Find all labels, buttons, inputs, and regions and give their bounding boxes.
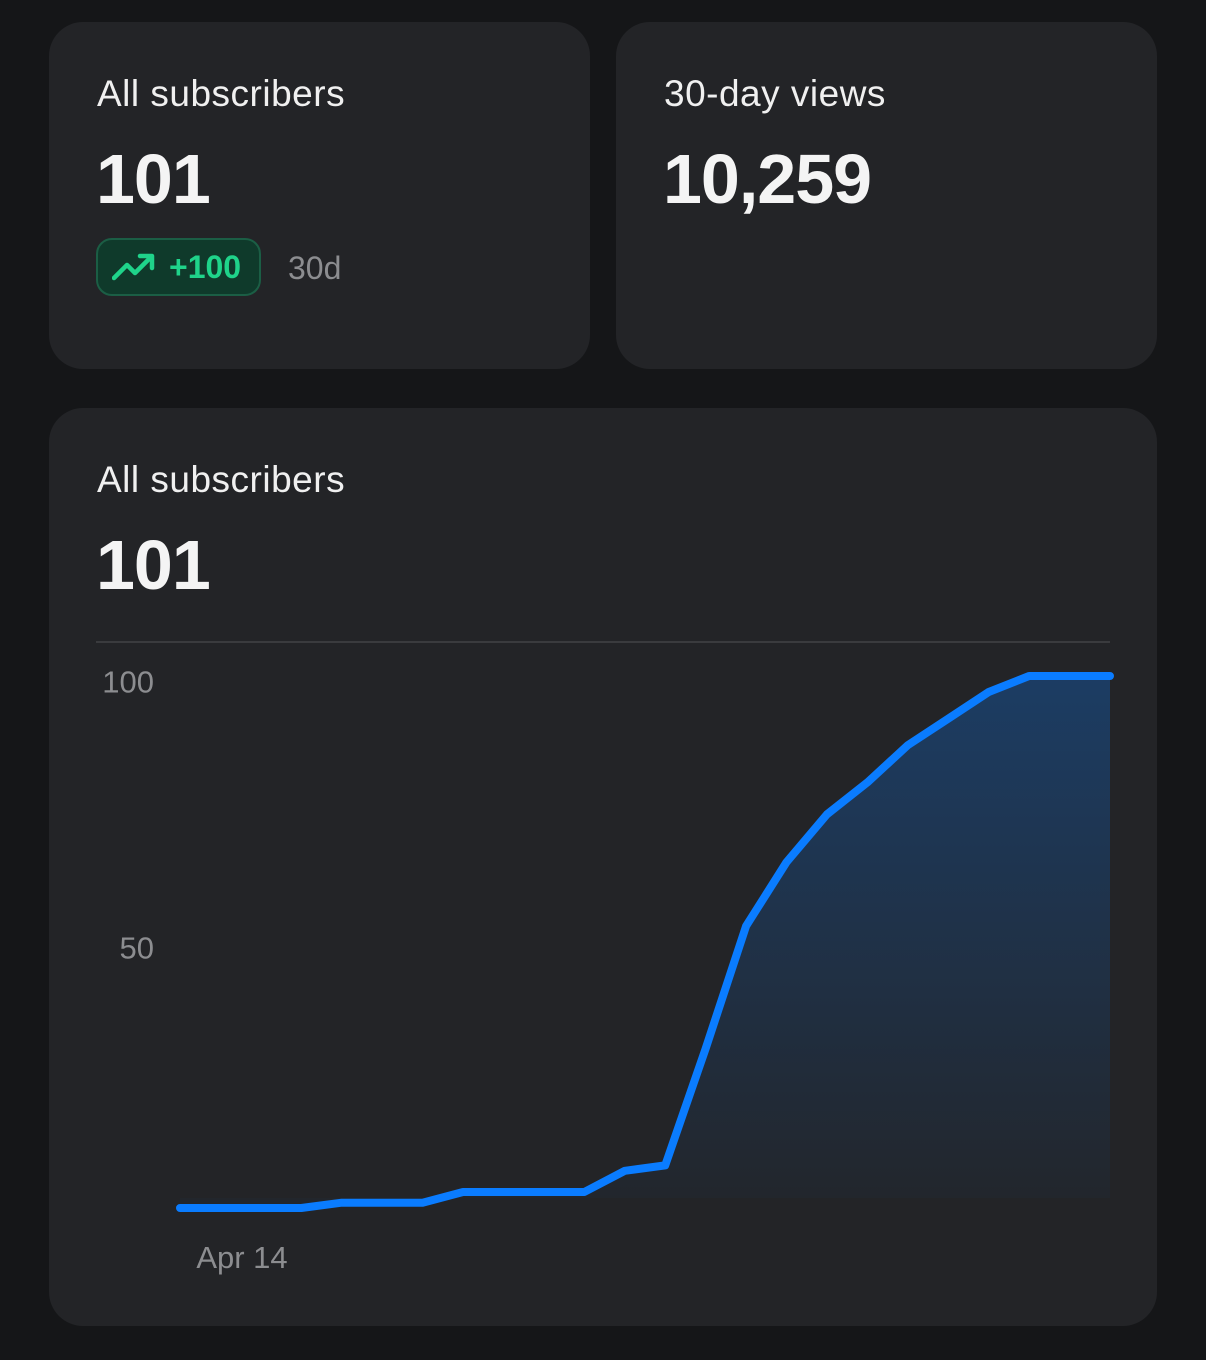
chart-card-label: All subscribers — [97, 459, 346, 500]
views-card-label: 30-day views — [664, 73, 886, 114]
subscribers-change-badge: +100 — [96, 238, 261, 296]
views-card-value: 10,259 — [663, 140, 872, 218]
y-tick-label: 50 — [120, 930, 154, 965]
subscribers-card[interactable]: All subscribers 101 +100 30d — [49, 22, 590, 369]
subscribers-card-value: 101 — [96, 140, 211, 218]
y-tick-label: 100 — [102, 664, 154, 699]
chart-card-value: 101 — [96, 526, 211, 604]
chart-series-line — [176, 672, 1114, 1212]
subscribers-chart-card: All subscribers 101 50 100 Apr 14 — [49, 408, 1157, 1326]
subscribers-change-period: 30d — [288, 250, 342, 286]
chart-area-fill — [180, 676, 1110, 1208]
views-card[interactable]: 30-day views 10,259 — [616, 22, 1157, 369]
trending-up-icon — [112, 253, 155, 281]
subscribers-card-label: All subscribers — [97, 73, 346, 114]
subscribers-change-value: +100 — [169, 248, 242, 285]
subscribers-chart[interactable]: 50 100 Apr 14 — [49, 408, 1157, 1326]
x-tick-label: Apr 14 — [196, 1240, 287, 1275]
